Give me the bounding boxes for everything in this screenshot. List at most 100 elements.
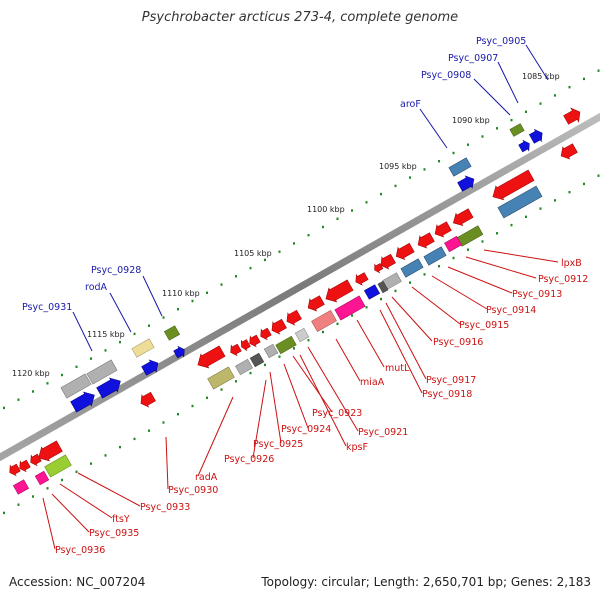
scale-dot bbox=[496, 127, 498, 130]
gene-block[interactable] bbox=[353, 271, 369, 287]
gene-block[interactable] bbox=[294, 327, 310, 343]
gene-block[interactable] bbox=[235, 358, 253, 376]
gene-label[interactable]: Psyc_0905 bbox=[476, 36, 526, 47]
gene-block[interactable] bbox=[423, 246, 447, 266]
gene-label[interactable]: rodA bbox=[85, 282, 108, 293]
gene-label[interactable]: miaA bbox=[360, 377, 385, 388]
gene-label[interactable]: Psyc_0915 bbox=[459, 320, 509, 331]
gene-block[interactable] bbox=[305, 294, 326, 314]
gene-block[interactable] bbox=[141, 357, 162, 377]
gene-block[interactable] bbox=[363, 284, 381, 300]
scale-dot bbox=[206, 291, 208, 294]
gene-block[interactable] bbox=[450, 207, 474, 229]
gene-label[interactable]: kpsF bbox=[346, 442, 368, 453]
gene-block[interactable] bbox=[518, 138, 533, 153]
gene-label[interactable]: Psyc_0916 bbox=[433, 337, 483, 348]
gene-block[interactable] bbox=[558, 142, 579, 162]
gene-block[interactable] bbox=[283, 308, 302, 327]
gene-block[interactable] bbox=[377, 280, 389, 294]
gene-block[interactable] bbox=[509, 123, 525, 137]
gene-block[interactable] bbox=[393, 241, 416, 262]
gene-label[interactable]: Psyc_0933 bbox=[140, 502, 190, 513]
gene-block[interactable] bbox=[268, 317, 287, 336]
gene-label[interactable]: aroF bbox=[400, 99, 421, 110]
gene-block[interactable] bbox=[17, 458, 32, 473]
tick-label: 1090 kbp bbox=[452, 116, 490, 125]
gene-label[interactable]: Psyc_0912 bbox=[538, 274, 588, 285]
gene-block[interactable] bbox=[444, 235, 462, 253]
gene-block[interactable] bbox=[34, 470, 50, 486]
gene-label[interactable]: mutL bbox=[385, 363, 410, 374]
gene-block[interactable] bbox=[457, 173, 478, 193]
gene-label[interactable]: Psyc_0917 bbox=[426, 375, 476, 386]
scale-dot bbox=[351, 314, 353, 317]
scale-dot bbox=[249, 266, 252, 270]
gene-block[interactable] bbox=[415, 231, 436, 251]
gene-label[interactable]: Psyc_0928 bbox=[91, 265, 141, 276]
gene-label[interactable]: Psyc_0930 bbox=[168, 485, 218, 496]
gene-block[interactable] bbox=[137, 390, 156, 409]
gene-block[interactable] bbox=[28, 452, 43, 467]
gene-block[interactable] bbox=[400, 258, 424, 278]
gene-block[interactable] bbox=[456, 225, 484, 247]
gene-block[interactable] bbox=[70, 388, 99, 414]
gene-block[interactable] bbox=[239, 338, 252, 352]
gene-block[interactable] bbox=[258, 326, 273, 341]
forward-leader-lines bbox=[72, 44, 549, 352]
gene-block[interactable] bbox=[489, 168, 535, 204]
gene-block[interactable] bbox=[322, 278, 354, 306]
scale-dot bbox=[539, 207, 542, 210]
scale-dot bbox=[525, 110, 527, 113]
gene-block[interactable] bbox=[228, 342, 243, 357]
gene-block[interactable] bbox=[528, 127, 545, 145]
gene-label[interactable]: Psyc_0908 bbox=[421, 70, 471, 81]
gene-label[interactable]: Psyc_0935 bbox=[89, 528, 139, 539]
scale-dot bbox=[61, 478, 63, 482]
gene-block[interactable] bbox=[173, 344, 188, 359]
gene-label[interactable]: Psyc_0913 bbox=[512, 289, 562, 300]
gene-block[interactable] bbox=[562, 105, 584, 127]
gene-label[interactable]: radA bbox=[195, 472, 218, 483]
scale-dot bbox=[220, 388, 223, 391]
gene-label[interactable]: Psyc_0923 bbox=[312, 408, 362, 419]
gene-block[interactable] bbox=[131, 338, 155, 358]
gene-block[interactable] bbox=[334, 295, 366, 321]
gene-label[interactable]: ftsY bbox=[112, 514, 130, 525]
scale-dot bbox=[452, 256, 455, 260]
scale-dot bbox=[423, 273, 426, 276]
gene-label[interactable]: Psyc_0907 bbox=[448, 53, 498, 64]
gene-block[interactable] bbox=[263, 343, 279, 359]
gene-block[interactable] bbox=[207, 366, 235, 390]
gene-block[interactable] bbox=[44, 454, 72, 478]
gene-label[interactable]: Psyc_0936 bbox=[55, 545, 105, 556]
gene-block[interactable] bbox=[432, 220, 453, 240]
gene-block[interactable] bbox=[86, 359, 118, 385]
gene-block[interactable] bbox=[7, 462, 22, 477]
gene-label[interactable]: lpxB bbox=[561, 258, 582, 269]
gene-label[interactable]: Psyc_0925 bbox=[253, 439, 303, 450]
gene-label[interactable]: Psyc_0918 bbox=[422, 389, 472, 400]
tick-label: 1115 kbp bbox=[87, 330, 125, 339]
gene-block[interactable] bbox=[448, 157, 472, 177]
scale-dot bbox=[380, 297, 382, 301]
gene-label[interactable]: Psyc_0931 bbox=[22, 302, 72, 313]
gene-block[interactable] bbox=[275, 335, 297, 355]
scale-dot bbox=[235, 380, 237, 383]
gene-block[interactable] bbox=[372, 262, 384, 275]
gene-block[interactable] bbox=[497, 185, 543, 219]
gene-label[interactable]: Psyc_0914 bbox=[486, 305, 536, 316]
gene-block[interactable] bbox=[12, 479, 30, 495]
gene-block[interactable] bbox=[194, 344, 226, 372]
gene-block[interactable] bbox=[163, 325, 181, 341]
gene-block[interactable] bbox=[249, 352, 265, 368]
gene-label[interactable]: Psyc_0921 bbox=[358, 427, 408, 438]
gene-block[interactable] bbox=[60, 373, 92, 399]
gene-label[interactable]: Psyc_0926 bbox=[224, 454, 274, 465]
gene-block[interactable] bbox=[35, 439, 64, 465]
gene-block[interactable] bbox=[247, 333, 262, 348]
scale-dot bbox=[394, 289, 397, 293]
gene-block[interactable] bbox=[377, 252, 396, 271]
gene-label[interactable]: Psyc_0924 bbox=[281, 424, 331, 435]
gene-block[interactable] bbox=[311, 310, 337, 332]
gene-block[interactable] bbox=[96, 374, 125, 400]
